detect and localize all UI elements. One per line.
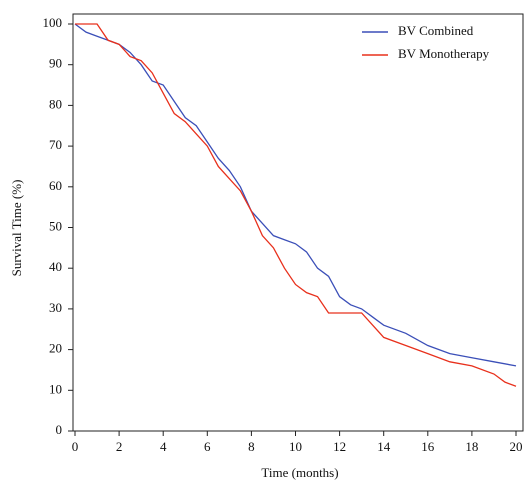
x-tick-label: 0 bbox=[72, 439, 79, 454]
y-axis-label: Survival Time (%) bbox=[9, 180, 24, 277]
x-tick-label: 4 bbox=[160, 439, 167, 454]
x-tick-label: 12 bbox=[333, 439, 346, 454]
y-tick-label: 50 bbox=[49, 218, 62, 233]
x-tick-label: 16 bbox=[421, 439, 435, 454]
y-tick-label: 60 bbox=[49, 178, 62, 193]
x-tick-label: 14 bbox=[377, 439, 391, 454]
y-tick-label: 30 bbox=[49, 300, 62, 315]
legend-label: BV Monotherapy bbox=[398, 46, 490, 61]
x-tick-label: 8 bbox=[248, 439, 255, 454]
survival-line bbox=[74, 23, 517, 367]
x-tick-label: 18 bbox=[465, 439, 478, 454]
x-tick-label: 6 bbox=[204, 439, 211, 454]
plot-frame bbox=[72, 13, 524, 432]
y-tick-label: 10 bbox=[49, 381, 62, 396]
x-axis-label: Time (months) bbox=[261, 465, 338, 480]
y-tick-label: 20 bbox=[49, 341, 62, 356]
survival-line bbox=[75, 23, 517, 387]
y-tick-label: 90 bbox=[49, 56, 62, 71]
x-tick-label: 10 bbox=[289, 439, 302, 454]
y-tick-label: 80 bbox=[49, 96, 62, 111]
x-tick-label: 20 bbox=[510, 439, 523, 454]
y-tick-label: 0 bbox=[56, 422, 63, 437]
x-tick-label: 2 bbox=[116, 439, 123, 454]
y-tick-label: 40 bbox=[49, 259, 62, 274]
legend-label: BV Combined bbox=[398, 23, 474, 38]
y-tick-label: 70 bbox=[49, 137, 62, 152]
y-tick-label: 100 bbox=[43, 15, 63, 30]
